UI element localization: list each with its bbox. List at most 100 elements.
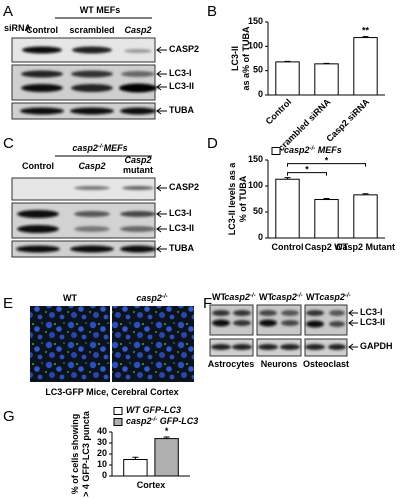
y-axis-label: as a% of TUBA (241, 26, 251, 91)
text-run: LC3-II (169, 81, 194, 91)
lane-label: WT (259, 292, 273, 302)
y-tick-label: 0 (102, 470, 107, 480)
text-run: 150 (248, 16, 263, 26)
text-run: TUBA (169, 105, 194, 115)
text-run: D (207, 135, 218, 152)
text-run: ** (362, 26, 370, 36)
lane-label: casp2-/- (271, 292, 302, 302)
text-run: WT (306, 292, 320, 302)
lane-label: mutant (123, 165, 153, 175)
panel-letter: A (3, 3, 13, 20)
band-label: TUBA (169, 105, 194, 115)
text-run: B (207, 3, 217, 20)
bar (314, 63, 339, 96)
text-run: Astrocytes (208, 359, 255, 369)
y-axis-label: % of cells showing (70, 414, 80, 495)
y-tick-label: 40 (97, 426, 107, 436)
lane-label: scrambled (69, 25, 114, 35)
text-run: casp2 (284, 145, 310, 155)
panel-letter: C (3, 135, 14, 152)
text-run: 100 (248, 41, 263, 51)
y-tick-label: 0 (258, 89, 263, 99)
bar (154, 438, 179, 477)
significance: * (305, 165, 309, 175)
panel-letter: D (207, 135, 218, 152)
text-run: LC3-GFP Mice, Cerebral Cortex (45, 387, 178, 397)
band-label: LC3-I (360, 307, 383, 317)
text-run: MEFs (315, 145, 342, 155)
text-run: C (3, 135, 14, 152)
image-label: casp2-/- (136, 293, 167, 303)
group-label: Neurons (261, 359, 298, 369)
bar (314, 199, 339, 239)
text-run: LC3-II levels as a (227, 162, 237, 236)
text-run: Casp2 WT (305, 242, 349, 252)
text-run: WT GFP-LC3 (126, 405, 181, 415)
text-run: LC3-I (169, 208, 192, 218)
band-label: LC3-II (360, 317, 385, 327)
text-run: Osteoclast (303, 359, 349, 369)
superscript: -/- (345, 293, 351, 299)
band-label: CASP2 (169, 182, 199, 192)
text-run: LC3-II (230, 46, 240, 71)
group-label: Astrocytes (208, 359, 255, 369)
text-run: casp2 (271, 292, 297, 302)
lane-label: Casp2 (124, 25, 151, 35)
western-blot (209, 304, 348, 357)
text-run: Neurons (261, 359, 298, 369)
text-run: casp2 (72, 143, 98, 153)
text-run: Casp2 Mutant (336, 242, 395, 252)
text-run: CASP2 (169, 44, 199, 54)
panel-letter: E (3, 295, 13, 312)
x-tick-label: Casp2 WT (305, 242, 349, 252)
legend-label: WT GFP-LC3 (126, 405, 181, 415)
text-run: LC3-I (360, 307, 383, 317)
text-run: Control (22, 161, 54, 171)
legend-swatch (113, 407, 123, 415)
band-label: CASP2 (169, 44, 199, 54)
text-run: 20 (97, 448, 107, 458)
lane-label: Control (22, 161, 54, 171)
text-run: 100 (248, 180, 263, 190)
bar (353, 37, 378, 96)
panel-letter: G (3, 408, 15, 425)
text-run: Casp2 (124, 155, 151, 165)
x-tick-label: Cortex (137, 480, 166, 490)
legend-swatch (271, 147, 281, 155)
text-run: LC3-I (169, 68, 192, 78)
bar (275, 61, 300, 96)
text-run: > 4 GFP-LC3 puncta (81, 410, 91, 497)
text-run: 0 (102, 470, 107, 480)
legend-label: casp2-/- GFP-LC3 (126, 416, 198, 426)
text-run: casp2 (319, 292, 345, 302)
image-label: WT (63, 293, 77, 303)
text-run: WT (212, 292, 226, 302)
text-run: casp2 (126, 416, 152, 426)
text-run: siRNA (4, 23, 32, 33)
superscript: -/- (152, 417, 158, 423)
error-bar (362, 36, 369, 38)
x-tick-label: Casp2 Mutant (336, 242, 395, 252)
text-run: 50 (253, 206, 263, 216)
error-bar (323, 197, 330, 200)
error-bar (132, 456, 139, 460)
arrow (156, 46, 167, 115)
text-run: E (3, 295, 13, 312)
text-run: G (3, 408, 15, 425)
arrow (348, 309, 358, 351)
y-tick-label: 10 (97, 459, 107, 469)
lane-label: casp2-/- (224, 292, 255, 302)
group-label: Osteoclast (303, 359, 349, 369)
text-run: % of TUBA (238, 175, 248, 222)
legend-swatch (113, 418, 123, 426)
text-run: WT (63, 293, 77, 303)
y-tick-label: 100 (248, 180, 263, 190)
text-run: 0 (258, 232, 263, 242)
y-axis-label: % of TUBA (238, 175, 248, 222)
text-run: mutant (123, 165, 153, 175)
text-run: GFP-LC3 (157, 416, 198, 426)
text-run: 40 (97, 426, 107, 436)
text-run: Casp2 (124, 25, 151, 35)
y-tick-label: 20 (97, 448, 107, 458)
